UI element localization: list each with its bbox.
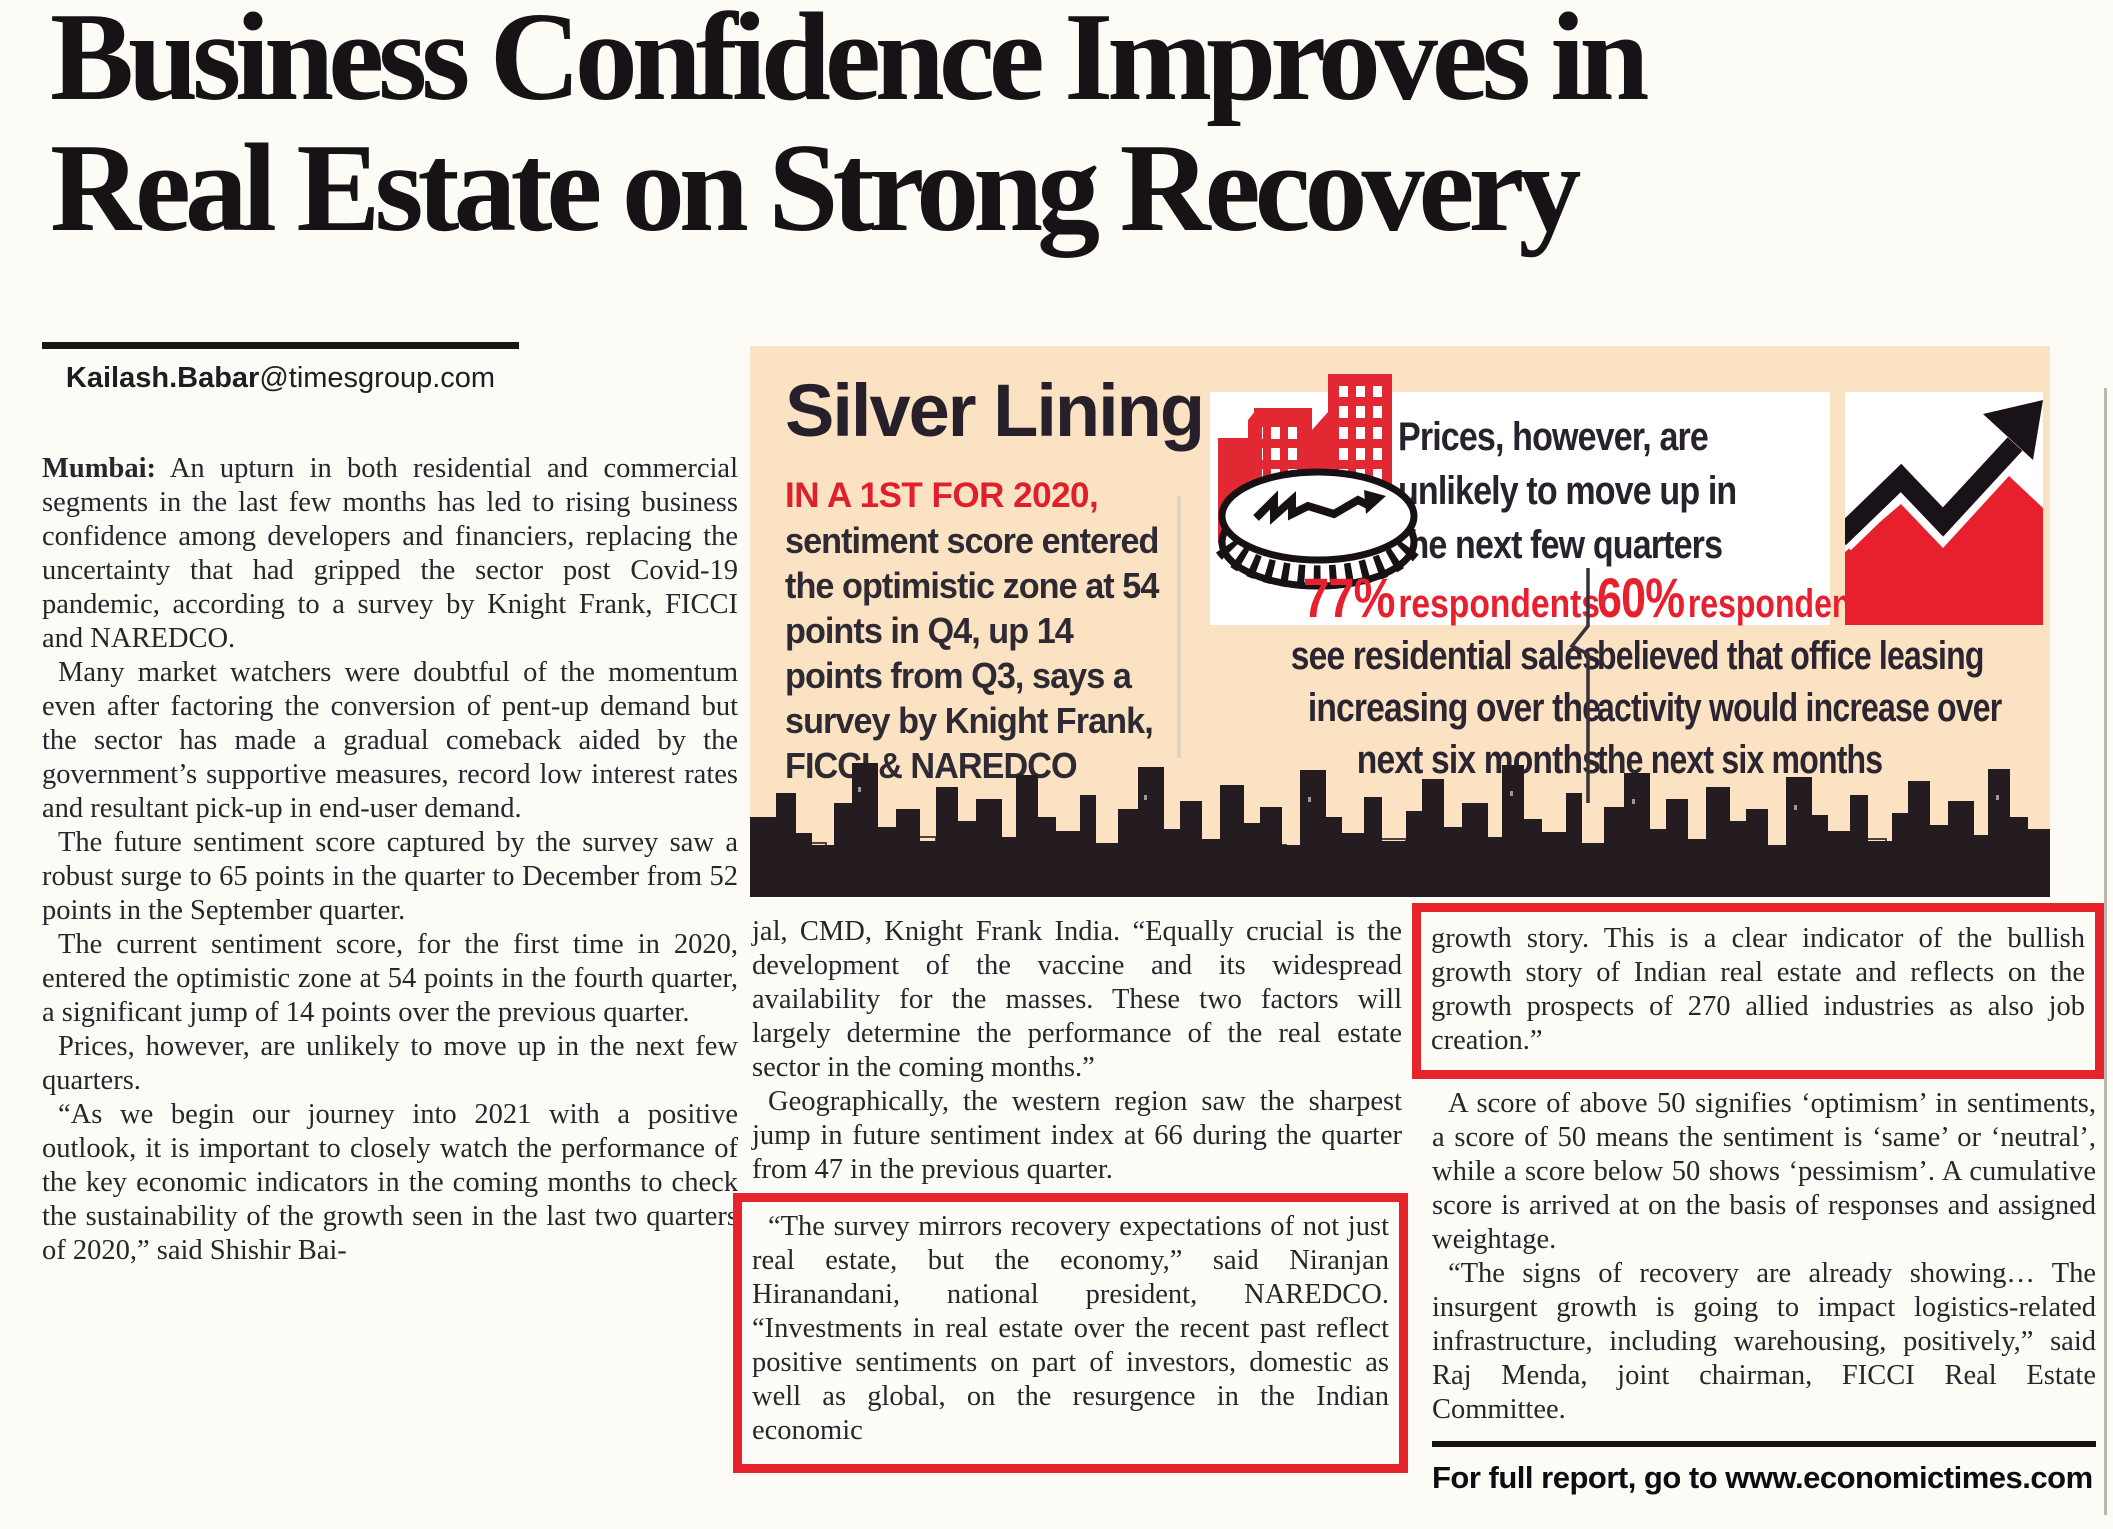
paragraph: jal, CMD, Knight Frank India. “Equally c…: [752, 916, 1402, 1083]
stat-divider: [1568, 568, 1604, 813]
article-column-right: growth story. This is a clear indicator …: [1412, 903, 2104, 1495]
paragraph: “As we begin our journey into 2021 with …: [42, 1099, 738, 1266]
byline-domain: @timesgroup.com: [259, 362, 496, 394]
stat-text: see residential sales increasing over th…: [1290, 634, 1601, 782]
article-column-left: Mumbai: An upturn in both residential an…: [42, 452, 738, 1268]
headline-line-2: Real Estate on Strong Recovery: [50, 119, 1581, 258]
infographic-title: Silver Lining: [785, 369, 1205, 452]
buildings-coin-icon: [1215, 360, 1431, 605]
highlighted-paragraph: growth story. This is a clear indicator …: [1431, 923, 2085, 1056]
arrow-box: [1827, 388, 2051, 625]
paragraph-text: An upturn in both residential and commer…: [42, 453, 738, 654]
paragraph: Mumbai: An upturn in both residential an…: [42, 452, 738, 656]
paragraph: A score of above 50 signifies ‘optimism’…: [1432, 1088, 2096, 1255]
infographic-silver-lining: Silver Lining IN A 1ST FOR 2020, sentime…: [750, 346, 2051, 897]
stat-text: believed that office leasing activity wo…: [1597, 634, 2002, 782]
article-column-middle: jal, CMD, Knight Frank India. “Equally c…: [733, 915, 1408, 1473]
paragraph: The current sentiment score, for the fir…: [42, 929, 738, 1028]
vertical-divider: [1177, 496, 1181, 758]
paragraph: “The signs of recovery are already showi…: [1432, 1258, 2096, 1425]
paragraph: Prices, however, are unlikely to move up…: [42, 1031, 738, 1096]
infographic-description: sentiment score entered the optimistic z…: [785, 520, 1159, 786]
stat-label: respondents: [1398, 582, 1600, 626]
stat-value: 60%: [1597, 566, 1685, 629]
column-rule: [2104, 388, 2107, 1515]
dateline: Mumbai:: [42, 453, 156, 484]
full-report-note: For full report, go to www.economictimes…: [1432, 1460, 2093, 1495]
byline-author: Kailash.Babar: [65, 362, 260, 394]
stat-value: 77%: [1302, 566, 1395, 629]
headline: Business Confidence Improves in Real Est…: [50, 0, 1649, 258]
infographic-kicker: IN A 1ST FOR 2020,: [785, 476, 1099, 515]
byline: Kailash.Babar@timesgroup.com: [42, 362, 519, 395]
growth-arrow-icon: [1827, 388, 2051, 625]
byline-rule: [42, 342, 519, 349]
city-skyline-silhouette: [750, 763, 2050, 897]
paragraph: Many market watchers were doubtful of th…: [42, 657, 738, 824]
highlighted-paragraph: “The survey mirrors recovery expectation…: [752, 1211, 1389, 1446]
stat-office-leasing: 60% respondents believed that office lea…: [1597, 565, 2005, 786]
stat-label: respondents: [1687, 582, 1880, 626]
footer-rule: [1432, 1441, 2096, 1447]
callout-text: Prices, however, are unlikely to move up…: [1398, 415, 1737, 567]
headline-line-1: Business Confidence Improves in: [50, 0, 1649, 127]
paragraph: Geographically, the western region saw t…: [752, 1086, 1402, 1185]
paragraph: The future sentiment score captured by t…: [42, 827, 738, 926]
highlight-box: “The survey mirrors recovery expectation…: [733, 1193, 1408, 1473]
highlight-box: growth story. This is a clear indicator …: [1412, 903, 2104, 1079]
stat-residential-sales: 77% respondents see residential sales in…: [1264, 565, 1601, 786]
